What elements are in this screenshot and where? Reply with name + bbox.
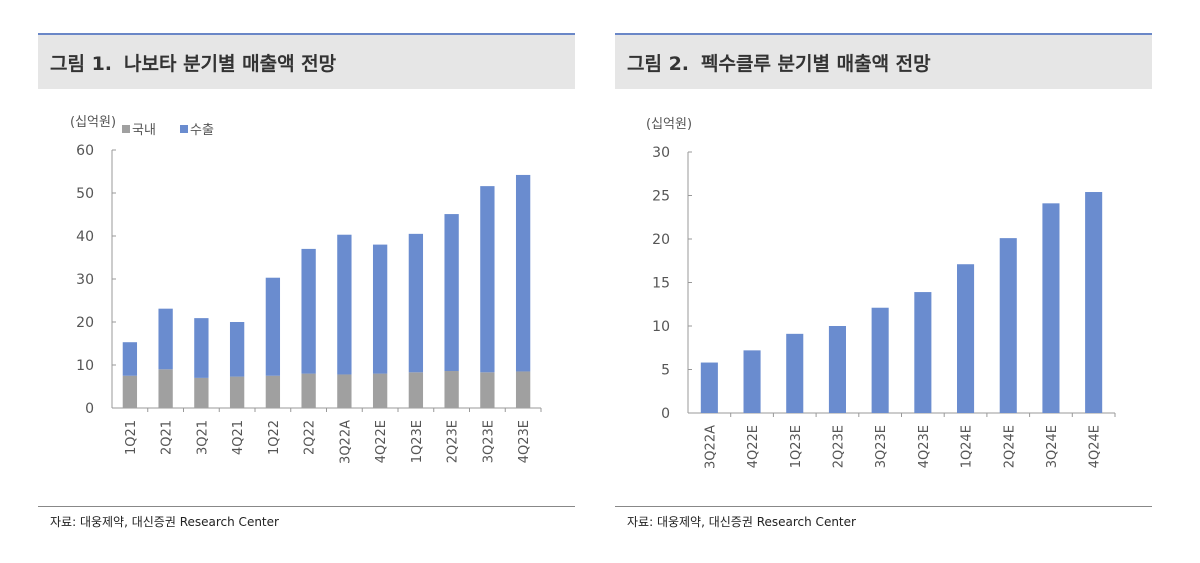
bar bbox=[999, 238, 1017, 413]
bar bbox=[1042, 203, 1060, 413]
bar-domestic bbox=[372, 373, 388, 408]
legend-swatch bbox=[122, 125, 130, 133]
y-tick-label: 0 bbox=[85, 401, 94, 417]
bar bbox=[786, 333, 804, 413]
bar bbox=[871, 307, 889, 413]
bar-export bbox=[480, 186, 495, 373]
source-note: 자료: 대웅제약, 대신증권 Research Center bbox=[38, 506, 575, 530]
bar-domestic bbox=[158, 369, 173, 408]
x-tick-label: 3Q23E bbox=[874, 425, 889, 468]
bar-export bbox=[158, 308, 173, 370]
x-tick-label: 4Q21 bbox=[231, 420, 246, 455]
bar-export bbox=[194, 318, 209, 378]
bar-export bbox=[515, 174, 531, 372]
source-note: 자료: 대웅제약, 대신증권 Research Center bbox=[615, 506, 1152, 530]
bar bbox=[914, 292, 932, 413]
bar-export bbox=[337, 234, 352, 375]
x-tick-label: 3Q22A bbox=[703, 425, 718, 469]
x-tick-label: 1Q23E bbox=[789, 425, 804, 468]
legend-label: 수출 bbox=[190, 123, 214, 138]
bar-export bbox=[265, 277, 281, 376]
y-tick-label: 0 bbox=[661, 406, 670, 422]
x-tick-label: 4Q22E bbox=[374, 420, 389, 463]
y-tick-label: 20 bbox=[652, 232, 670, 248]
x-tick-label: 3Q24E bbox=[1045, 425, 1060, 468]
bar bbox=[957, 264, 975, 413]
chart-panel-2: 그림 2. 펙수클루 분기별 매출액 전망 (십억원) 0 5 10 15 20 25 30 3… bbox=[615, 33, 1152, 533]
x-tick-label: 3Q23E bbox=[481, 420, 496, 463]
chart-title-bar: 그림 1. 나보타 분기별 매출액 전망 bbox=[38, 33, 575, 89]
figure-label: 그림 2. bbox=[627, 52, 690, 75]
x-tick-label: 2Q22 bbox=[303, 420, 318, 455]
bar-export bbox=[372, 244, 388, 374]
x-tick-label: 1Q23E bbox=[410, 420, 425, 463]
y-tick-label: 30 bbox=[76, 272, 94, 288]
x-tick-label: 1Q21 bbox=[124, 420, 139, 455]
y-tick-label: 25 bbox=[652, 189, 670, 205]
y-tick-label: 50 bbox=[76, 186, 94, 202]
y-tick-label: 10 bbox=[652, 319, 670, 335]
bar-export bbox=[301, 248, 316, 374]
x-tick-label: 3Q22A bbox=[338, 420, 353, 464]
x-tick-label: 2Q23E bbox=[446, 420, 461, 463]
unit-label: (십억원) bbox=[70, 115, 116, 130]
chart-panel-1: 그림 1. 나보타 분기별 매출액 전망 (십억원) 0 10 20 30 40 50 60 1… bbox=[38, 33, 575, 533]
bar bbox=[1085, 192, 1103, 413]
bar-export bbox=[444, 214, 459, 372]
unit-label: (십억원) bbox=[646, 117, 692, 132]
y-tick-label: 10 bbox=[76, 358, 94, 374]
bar-domestic bbox=[515, 371, 531, 408]
bar-domestic bbox=[265, 375, 281, 408]
x-tick-label: 4Q23E bbox=[517, 420, 532, 463]
bar-domestic bbox=[194, 377, 209, 408]
bar-domestic bbox=[444, 371, 459, 408]
x-tick-label: 4Q22E bbox=[746, 425, 761, 468]
y-tick-label: 20 bbox=[76, 315, 94, 331]
x-tick-label: 3Q21 bbox=[195, 420, 210, 455]
legend-swatch bbox=[180, 125, 188, 133]
figure-label: 그림 1. bbox=[50, 52, 113, 75]
bar-domestic bbox=[229, 376, 245, 408]
bar-domestic bbox=[337, 374, 352, 408]
y-tick-label: 5 bbox=[661, 363, 670, 379]
x-tick-label: 4Q23E bbox=[917, 425, 932, 468]
bar bbox=[743, 350, 761, 413]
y-tick-label: 60 bbox=[76, 143, 94, 159]
bar-export bbox=[229, 322, 245, 377]
y-tick-label: 40 bbox=[76, 229, 94, 245]
x-tick-label: 2Q21 bbox=[160, 420, 175, 455]
bar-domestic bbox=[122, 375, 138, 408]
chart-title: 펙수클루 분기별 매출액 전망 bbox=[701, 52, 931, 75]
bar bbox=[700, 362, 718, 413]
bar-domestic bbox=[408, 372, 424, 408]
x-tick-label: 1Q22 bbox=[267, 420, 282, 455]
x-tick-label: 2Q23E bbox=[831, 425, 846, 468]
chart-1-svg: (십억원) 0 10 20 30 40 50 60 1Q21 2Q21 3Q21 4Q21 1Q22 2Q… bbox=[70, 115, 542, 464]
chart-title-bar: 그림 2. 펙수클루 분기별 매출액 전망 bbox=[615, 33, 1152, 89]
y-tick-label: 15 bbox=[652, 276, 670, 292]
x-tick-label: 4Q24E bbox=[1088, 425, 1103, 468]
bar bbox=[828, 326, 846, 413]
legend-label: 국내 bbox=[132, 123, 156, 138]
x-tick-label: 2Q24E bbox=[1002, 425, 1017, 468]
bar-domestic bbox=[480, 372, 495, 408]
bar-export bbox=[408, 233, 424, 373]
chart-2-svg: (십억원) 0 5 10 15 20 25 30 3Q22A 4Q22E 1Q23E 2Q23E 3Q2… bbox=[646, 117, 1116, 469]
chart-title: 나보타 분기별 매출액 전망 bbox=[124, 52, 337, 75]
bar-export bbox=[122, 342, 138, 376]
y-tick-label: 30 bbox=[652, 145, 670, 161]
bar-domestic bbox=[301, 373, 316, 408]
x-tick-label: 1Q24E bbox=[960, 425, 975, 468]
